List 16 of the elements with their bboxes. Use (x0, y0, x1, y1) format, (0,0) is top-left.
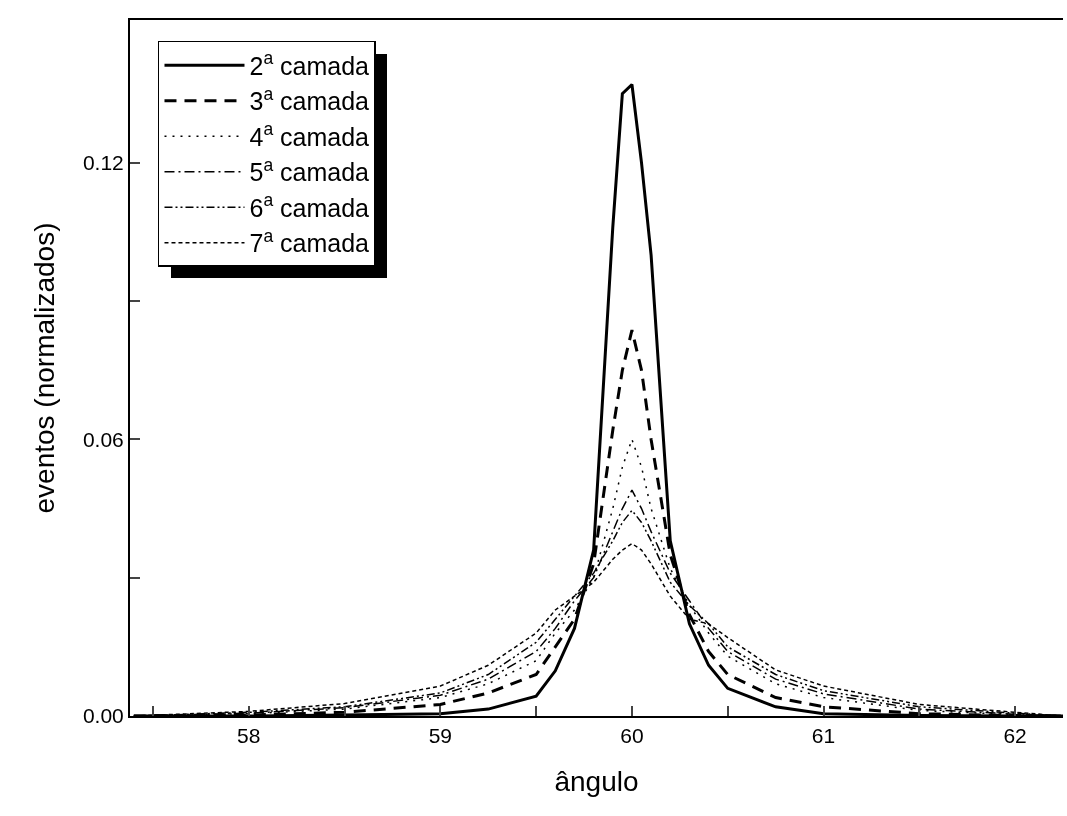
y-axis-title: eventos (normalizados) (29, 222, 61, 514)
x-tick-label: 62 (1003, 724, 1027, 748)
legend-label: 4$^{a}$ camada (249, 119, 370, 151)
y-tick-label: 0.12 (82, 151, 124, 175)
x-tick-label: 61 (811, 724, 836, 748)
x-tick-label: 58 (237, 724, 261, 748)
legend-label: 5$^{a}$ camada (249, 154, 370, 187)
legend-label: 6$^{a}$ camada (249, 190, 370, 222)
y-tick-label: 0.00 (82, 704, 124, 728)
x-tick-label: 60 (620, 724, 644, 748)
x-tick-label: 59 (428, 724, 453, 748)
x-axis-title: ângulo (554, 765, 639, 797)
y-tick-label: 0.06 (82, 427, 124, 451)
legend-label: 7$^{a}$ camada (249, 225, 370, 258)
legend-label: 3$^{a}$ camada (249, 83, 370, 116)
legend-label: 2$^{a}$ camada (249, 48, 370, 80)
